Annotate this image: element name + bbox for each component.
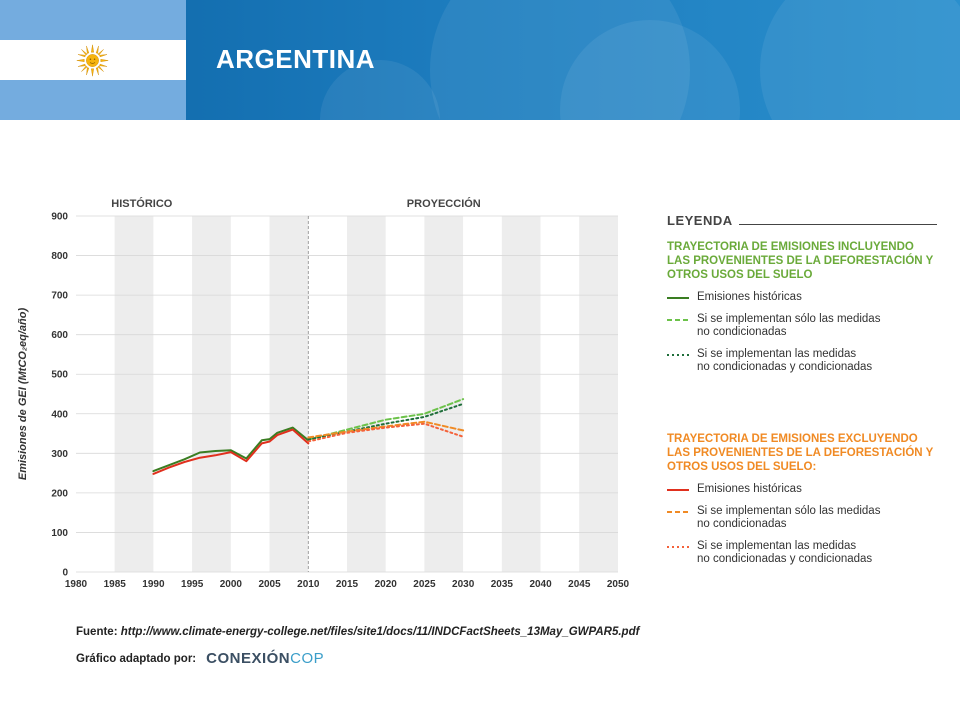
background-band bbox=[308, 216, 347, 572]
legend-swatch-solid-green bbox=[667, 297, 689, 299]
y-tick-label: 800 bbox=[51, 251, 68, 262]
flag-stripe-bottom bbox=[0, 80, 186, 120]
logo-part-1: CONEXIÓN bbox=[206, 650, 291, 667]
legend-item: Si se implementan sólo las medidas no co… bbox=[667, 505, 937, 531]
background-band bbox=[153, 216, 193, 572]
x-tick-label: 1980 bbox=[65, 579, 88, 590]
legend-group-title-excluding: TRAYECTORIA DE EMISIONES EXCLUYENDO LAS … bbox=[667, 433, 934, 473]
header-banner: ARGENTINA bbox=[0, 0, 960, 120]
background-band bbox=[269, 216, 309, 572]
legend-item-label: Si se implementan sólo las medidas no co… bbox=[697, 313, 881, 338]
legend-item-label: Emisiones históricas bbox=[697, 483, 802, 495]
legend-swatch-dashed-orange bbox=[667, 511, 689, 513]
decor-bubble bbox=[430, 0, 690, 120]
series-line-orange-uncond bbox=[307, 420, 465, 439]
background-band bbox=[230, 216, 270, 572]
legend-swatch-dotted-orange bbox=[667, 546, 689, 548]
flag-stripe-top bbox=[0, 0, 186, 40]
source-line: Fuente: http://www.climate-energy-colleg… bbox=[76, 626, 639, 638]
x-tick-label: 2000 bbox=[220, 579, 243, 590]
y-tick-label: 200 bbox=[51, 488, 68, 499]
legend-item: Emisiones históricas bbox=[667, 291, 937, 304]
emissions-chart: HISTÓRICO PROYECCIÓN 0 100 200 300 400 500 600… bbox=[17, 197, 630, 590]
legend-item: Si se implementan las medidas no condici… bbox=[667, 540, 937, 566]
x-tick-label: 1995 bbox=[181, 579, 204, 590]
x-tick-label: 2040 bbox=[529, 579, 552, 590]
background-band bbox=[579, 216, 618, 572]
x-tick-label: 2005 bbox=[258, 579, 281, 590]
period-label-projection: PROYECCIÓN bbox=[407, 197, 481, 210]
y-tick-label: 500 bbox=[51, 370, 68, 381]
source-url: http://www.climate-energy-college.net/fi… bbox=[120, 626, 640, 638]
x-axis-ticks: 1980 1985 1990 1995 2000 2005 2010 2015 2020 2025… bbox=[65, 579, 630, 590]
background-band bbox=[463, 216, 502, 572]
y-tick-label: 400 bbox=[51, 409, 68, 420]
x-tick-label: 2045 bbox=[568, 579, 591, 590]
period-label-historic: HISTÓRICO bbox=[111, 197, 173, 210]
argentina-flag bbox=[0, 0, 186, 120]
y-tick-label: 300 bbox=[51, 449, 68, 460]
background-band bbox=[347, 216, 386, 572]
background-band bbox=[76, 216, 115, 572]
legend-item: Si se implementan las medidas no condici… bbox=[667, 348, 937, 374]
legend-item: Si se implementan sólo las medidas no co… bbox=[667, 313, 937, 339]
sun-of-may-icon bbox=[76, 44, 109, 77]
legend-item: Emisiones históricas bbox=[667, 483, 937, 496]
series-line-orange-cond bbox=[307, 422, 465, 443]
x-tick-label: 1985 bbox=[104, 579, 127, 590]
background-band bbox=[192, 216, 231, 572]
chart-background-bands bbox=[76, 216, 618, 572]
y-tick-label: 600 bbox=[51, 330, 68, 341]
adapted-by-line: Gráfico adaptado por: CONEXIÓNCOP bbox=[76, 650, 324, 667]
x-tick-label: 2050 bbox=[607, 579, 630, 590]
x-tick-label: 2015 bbox=[336, 579, 359, 590]
background-band bbox=[540, 216, 580, 572]
background-band bbox=[114, 216, 154, 572]
legend-rule bbox=[738, 224, 937, 225]
series-line-green-hist bbox=[152, 426, 310, 473]
legend-item-label: Emisiones históricas bbox=[697, 291, 802, 303]
background-band bbox=[501, 216, 541, 572]
x-tick-label: 2025 bbox=[413, 579, 436, 590]
background-band bbox=[424, 216, 464, 572]
legend-swatch-dotted-green bbox=[667, 354, 689, 356]
y-tick-label: 900 bbox=[51, 212, 68, 223]
source-label: Fuente: bbox=[76, 626, 118, 638]
background-band bbox=[385, 216, 425, 572]
legend-group-title-including: TRAYECTORIA DE EMISIONES INCLUYENDO LAS … bbox=[667, 241, 934, 281]
legend-header: LEYENDA bbox=[667, 210, 937, 228]
y-tick-label: 700 bbox=[51, 291, 68, 302]
y-axis-ticks: 0 100 200 300 400 500 600 700 800 900 bbox=[51, 212, 68, 579]
adapted-label: Gráfico adaptado por: bbox=[76, 652, 197, 665]
page-title: ARGENTINA bbox=[216, 44, 376, 74]
series-line-red-hist bbox=[152, 428, 310, 475]
x-tick-label: 2035 bbox=[491, 579, 514, 590]
logo-part-2: COP bbox=[290, 650, 325, 667]
x-tick-label: 2020 bbox=[375, 579, 398, 590]
conexioncop-logo: CONEXIÓNCOP bbox=[206, 650, 324, 667]
legend-swatch-dashed-green bbox=[667, 319, 689, 321]
legend-swatch-solid-red bbox=[667, 489, 689, 491]
legend-title: LEYENDA bbox=[667, 213, 733, 228]
x-tick-label: 2010 bbox=[297, 579, 320, 590]
chart-legend: LEYENDA TRAYECTORIA DE EMISIONES INCLUYE… bbox=[667, 210, 937, 566]
y-tick-label: 0 bbox=[62, 568, 68, 579]
y-axis-label: Emisiones de GEI (MtCO₂eq/año) bbox=[17, 308, 29, 481]
decor-bubble bbox=[760, 0, 960, 120]
x-tick-label: 1990 bbox=[142, 579, 165, 590]
x-tick-label: 2030 bbox=[452, 579, 475, 590]
legend-item-label: Si se implementan las medidas no condici… bbox=[697, 540, 873, 565]
legend-item-label: Si se implementan sólo las medidas no co… bbox=[697, 505, 881, 530]
chart-series bbox=[152, 398, 465, 475]
y-tick-label: 100 bbox=[51, 528, 68, 539]
chart-gridlines bbox=[76, 215, 618, 573]
legend-item-label: Si se implementan las medidas no condici… bbox=[697, 348, 873, 373]
